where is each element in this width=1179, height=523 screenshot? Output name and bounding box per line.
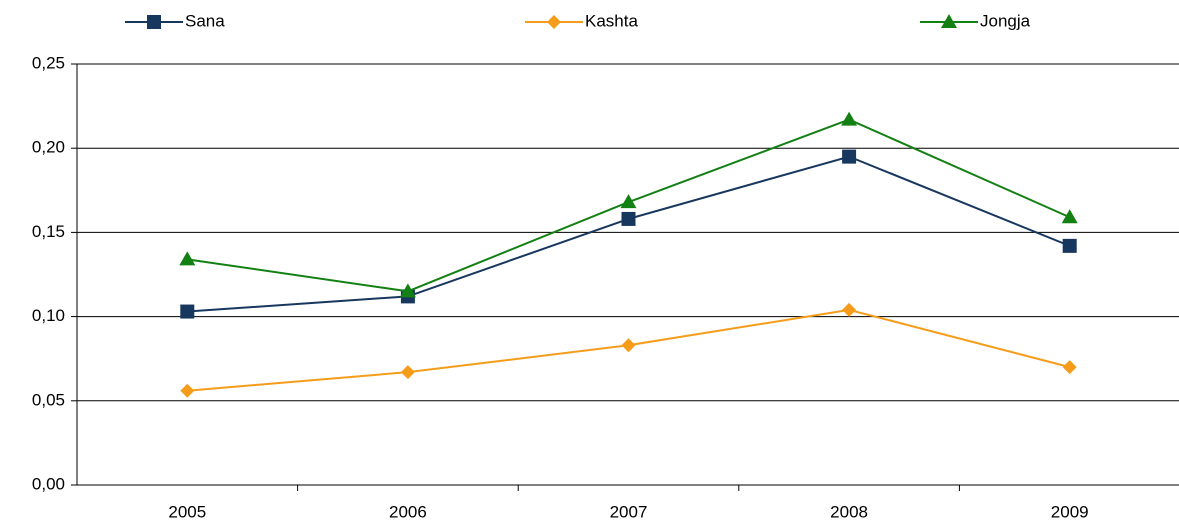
y-tick-label: 0,05 xyxy=(32,390,65,409)
legend-label: Kashta xyxy=(585,11,638,30)
data-point xyxy=(841,111,858,126)
data-point xyxy=(399,283,416,298)
data-point xyxy=(180,304,195,319)
data-point xyxy=(180,383,195,398)
legend-label: Jongja xyxy=(980,11,1031,30)
legend-marker xyxy=(147,15,161,29)
x-tick-label: 2005 xyxy=(168,502,206,521)
legend-marker xyxy=(547,15,561,29)
y-tick-label: 0,10 xyxy=(32,306,65,325)
data-point xyxy=(1061,209,1078,224)
series-line xyxy=(187,155,1071,313)
x-tick-label: 2006 xyxy=(389,502,427,521)
data-point xyxy=(842,149,857,164)
legend-marker xyxy=(941,14,957,28)
data-point xyxy=(1062,238,1077,253)
legend-label: Sana xyxy=(185,11,225,30)
y-tick-label: 0,25 xyxy=(32,53,65,72)
data-point xyxy=(400,365,415,380)
y-tick-label: 0,15 xyxy=(32,222,65,241)
y-tick-label: 0,00 xyxy=(32,474,65,493)
y-tick-label: 0,20 xyxy=(32,138,65,157)
data-point xyxy=(842,302,857,317)
data-point xyxy=(620,194,637,209)
x-tick-label: 2008 xyxy=(830,502,868,521)
x-tick-label: 2009 xyxy=(1051,502,1089,521)
x-tick-label: 2007 xyxy=(610,502,648,521)
data-point xyxy=(621,211,636,226)
data-point xyxy=(621,338,636,353)
data-point xyxy=(1062,360,1077,375)
data-point xyxy=(179,251,196,266)
